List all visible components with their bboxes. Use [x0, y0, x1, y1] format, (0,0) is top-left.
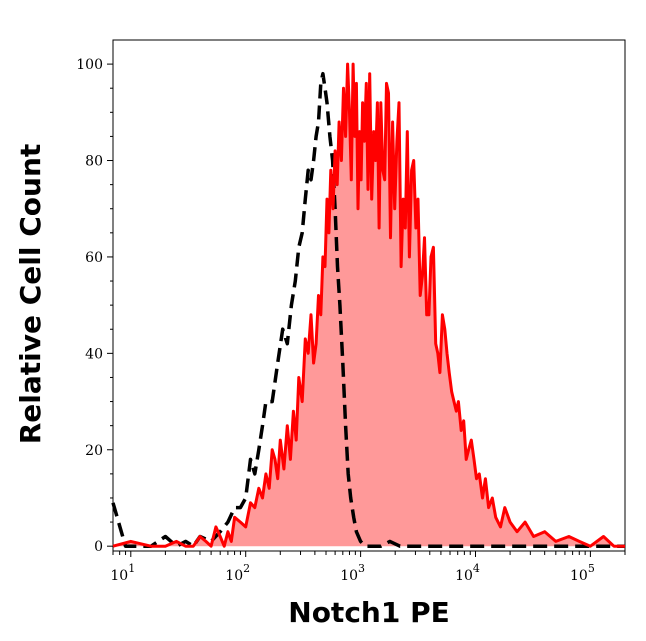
- x-tick-label: 105: [570, 562, 595, 584]
- y-tick-label: 60: [85, 250, 103, 266]
- y-axis-title: Relative Cell Count: [14, 144, 47, 445]
- y-tick-label: 100: [76, 57, 103, 73]
- y-tick-label: 80: [85, 154, 103, 170]
- y-axis-ticks: 0 20 40 60 80 100: [76, 57, 113, 555]
- x-axis-ticks: 101 102 103 104 105: [110, 551, 626, 584]
- notch1-outline: [112, 62, 625, 548]
- y-tick-label: 0: [94, 539, 103, 555]
- x-axis-title: Notch1 PE: [288, 596, 449, 629]
- series-layer: [111, 62, 625, 548]
- x-tick-label: 101: [110, 562, 135, 584]
- y-tick-label: 40: [85, 346, 103, 362]
- x-tick-label: 104: [455, 562, 480, 584]
- plot-area: 101 102 103 104 105 0 20 40 60 80 100: [76, 39, 626, 584]
- y-tick-label: 20: [85, 443, 103, 459]
- x-tick-label: 102: [225, 562, 250, 584]
- notch1-fill-area: [113, 64, 625, 547]
- x-tick-label: 103: [340, 562, 365, 584]
